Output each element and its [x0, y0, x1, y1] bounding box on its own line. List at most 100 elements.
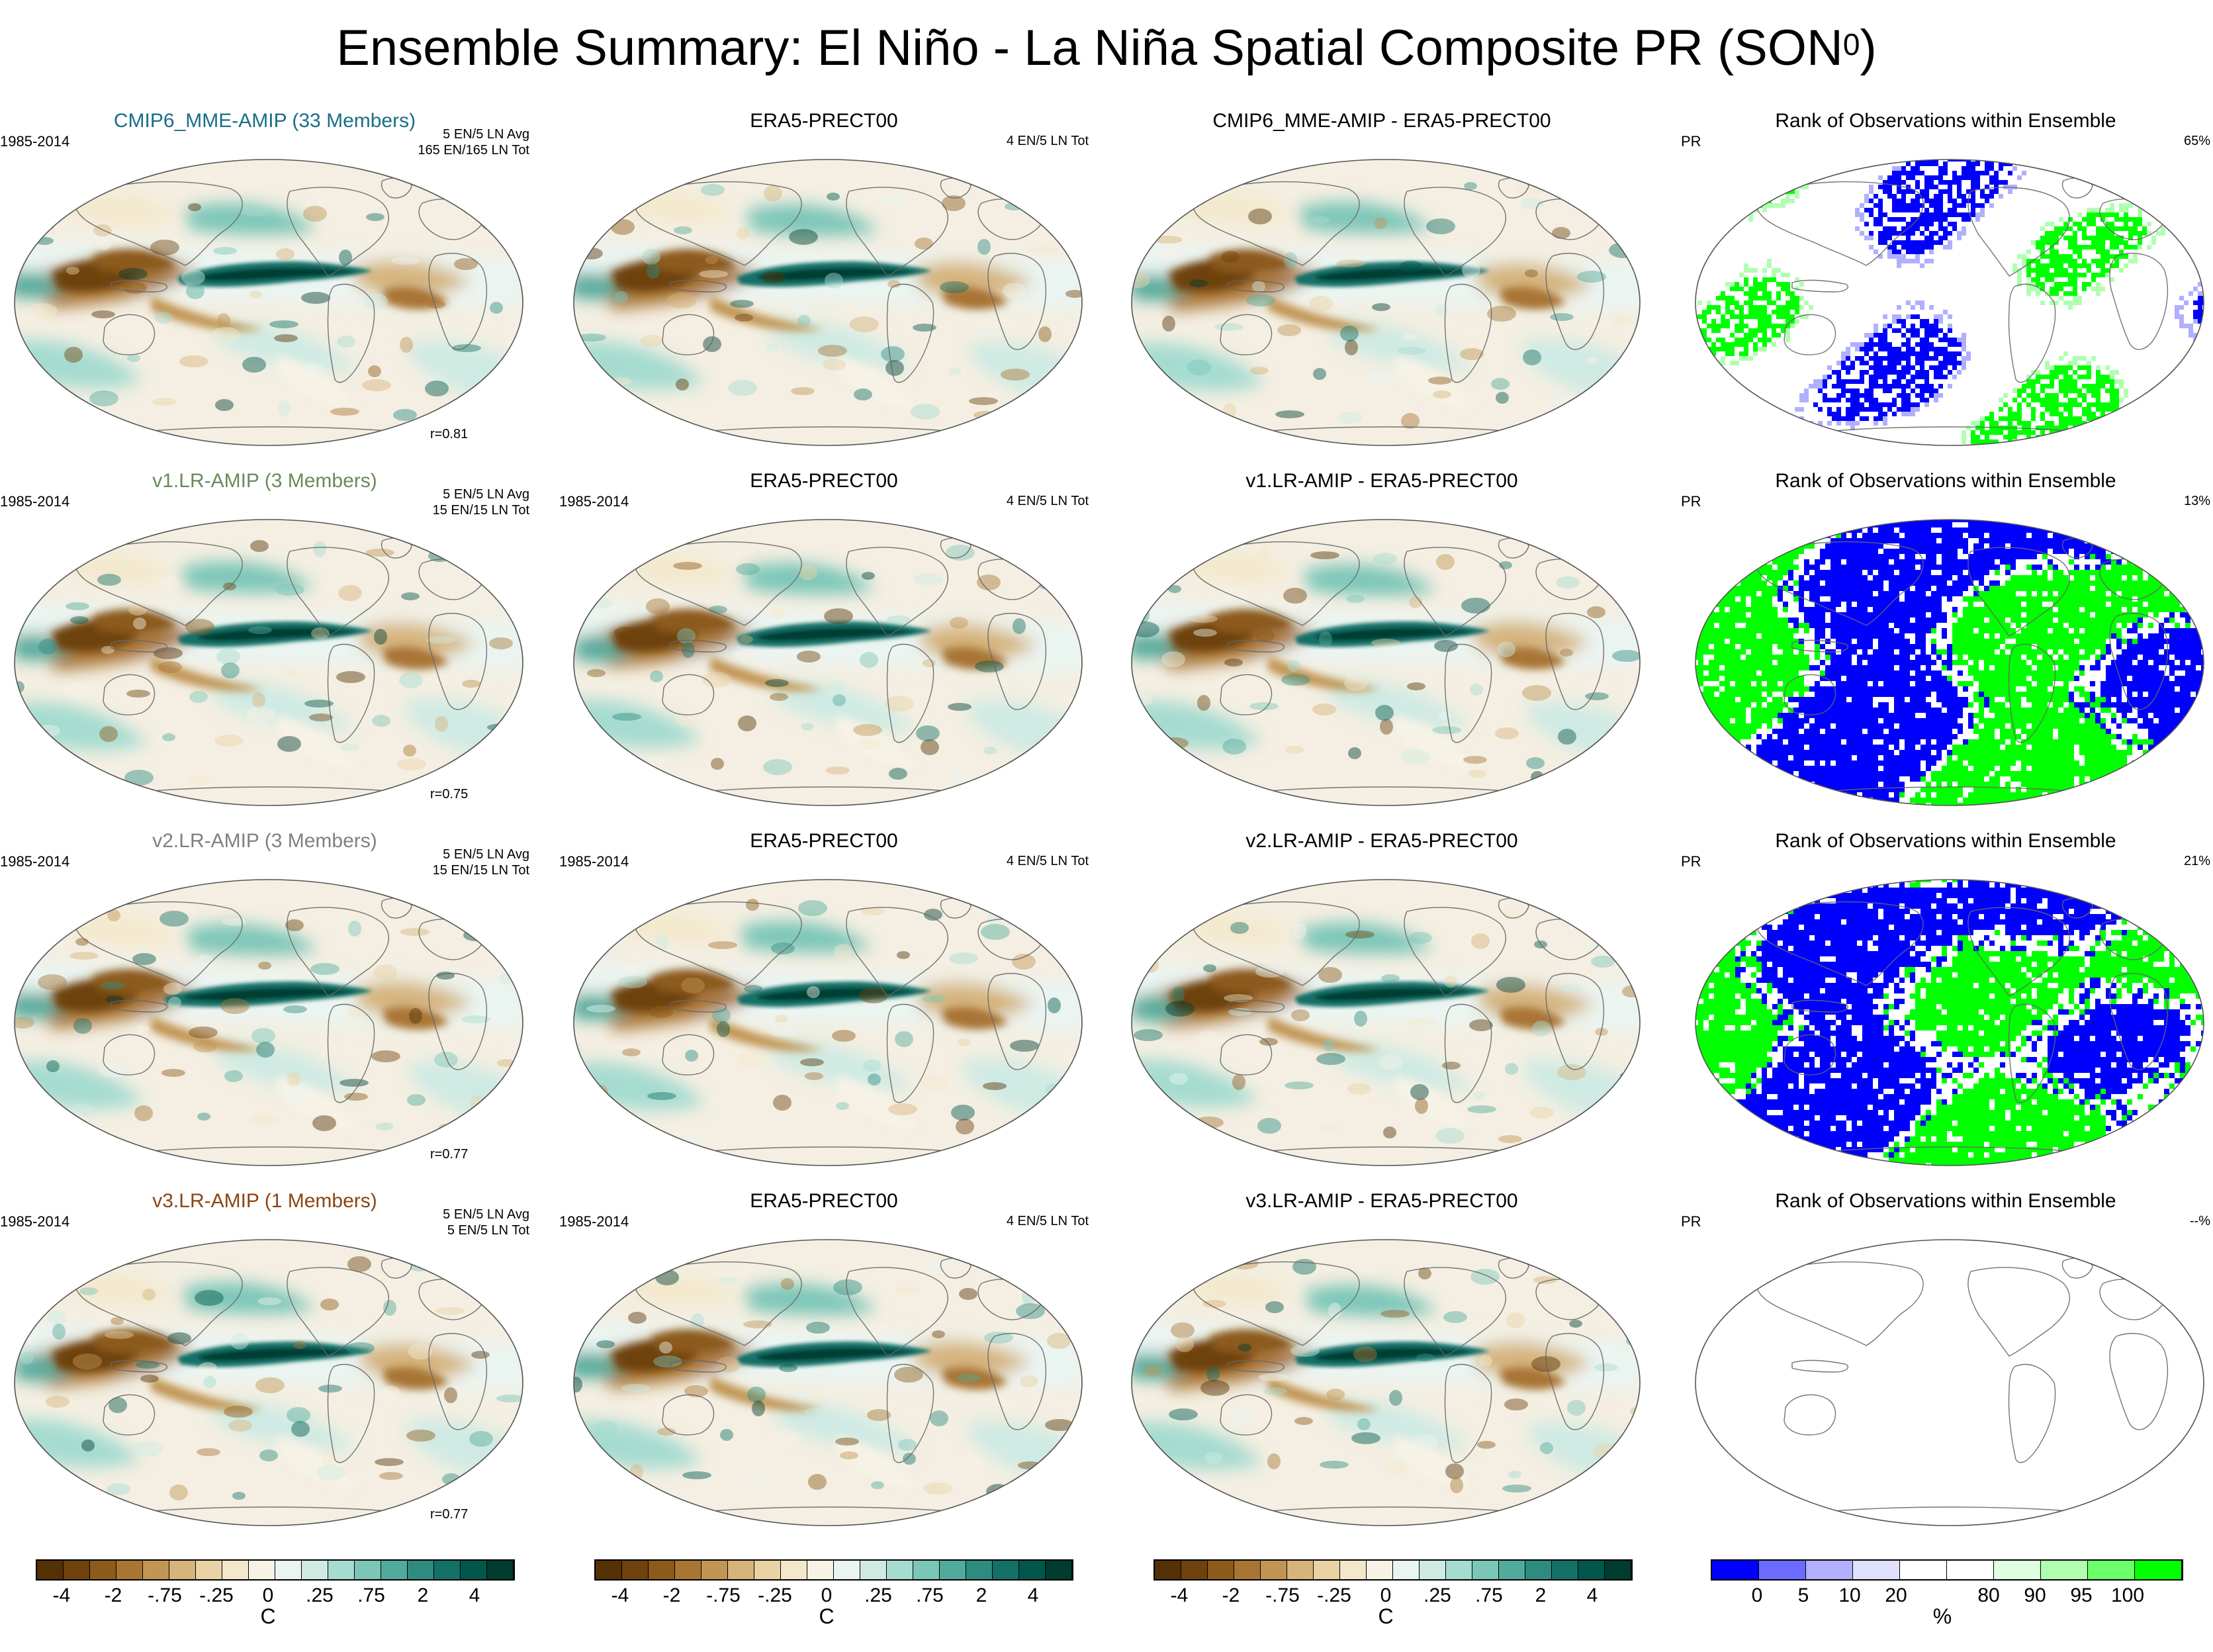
colorbar-tick-label: 90	[2024, 1584, 2046, 1607]
colorbar-tick-label: 0	[821, 1584, 833, 1607]
event-total-label: 4 EN/5 LN Tot	[1007, 853, 1089, 869]
colorbar-swatch	[222, 1561, 249, 1579]
period-label: 1985-2014	[0, 493, 69, 510]
colorbar-swatch	[1340, 1561, 1367, 1579]
colorbar-swatch	[2135, 1561, 2182, 1579]
panel-title: CMIP6_MME-AMIP - ERA5-PRECT00	[1117, 109, 1647, 133]
panel-title: Rank of Observations within Ensemble	[1681, 469, 2210, 493]
map-svg	[1693, 157, 2206, 448]
colorbar-tick-label: 4	[1587, 1584, 1598, 1607]
event-total-label: 15 EN/15 LN Tot	[433, 502, 529, 518]
colorbar-swatch	[1900, 1561, 1947, 1579]
map-obs	[571, 877, 1085, 1168]
colorbar-tick-label: 80	[1977, 1584, 1999, 1607]
colorbar-swatch	[596, 1561, 622, 1579]
colorbar-swatch	[355, 1561, 381, 1579]
panel-title: Rank of Observations within Ensemble	[1681, 109, 2210, 133]
colorbar-unit-label: %	[1933, 1604, 1952, 1629]
colorbar-swatch	[408, 1561, 434, 1579]
colorbar-swatch	[1552, 1561, 1578, 1579]
colorbar-swatch	[966, 1561, 993, 1579]
colorbar-swatch	[143, 1561, 169, 1579]
colorbar-swatch	[328, 1561, 355, 1579]
colorbar-tick-label: 95	[2070, 1584, 2092, 1607]
map-svg	[12, 1237, 525, 1528]
rank-percent-value: --%	[2190, 1213, 2210, 1229]
colorbar-swatch	[1208, 1561, 1234, 1579]
colorbar-swatch	[1994, 1561, 2041, 1579]
colorbar-unit-label: C	[260, 1604, 275, 1629]
event-total-label: 15 EN/15 LN Tot	[433, 862, 529, 878]
colorbar-swatch	[1019, 1561, 1046, 1579]
colorbar-swatch	[807, 1561, 834, 1579]
event-average-label: 5 EN/5 LN Avg	[433, 847, 529, 862]
colorbar-swatch	[169, 1561, 196, 1579]
colorbar-swatch	[116, 1561, 143, 1579]
colorbar-tick-label: 2	[1535, 1584, 1547, 1607]
map-model	[12, 1237, 525, 1528]
colorbar-swatch	[1605, 1561, 1631, 1579]
colorbar-swatch	[1234, 1561, 1261, 1579]
map-model	[12, 517, 525, 808]
colorbar-tick-label: 4	[1028, 1584, 1039, 1607]
colorbar-tick-label: .75	[357, 1584, 385, 1607]
colorbar-swatch	[1314, 1561, 1340, 1579]
variable-label: PR	[1681, 853, 1701, 870]
colorbar-swatches	[1153, 1559, 1633, 1581]
colorbar-swatch	[2088, 1561, 2135, 1579]
panel-title: ERA5-PRECT00	[559, 829, 1089, 853]
period-label: 1985-2014	[559, 1213, 629, 1230]
correlation-label: r=0.81	[430, 427, 468, 442]
colorbar-tick-label: .75	[1475, 1584, 1503, 1607]
colorbar-tick-label: .25	[1423, 1584, 1451, 1607]
colorbar-swatch	[675, 1561, 701, 1579]
colorbar-swatch	[2041, 1561, 2088, 1579]
colorbar-swatch	[754, 1561, 781, 1579]
colorbar-swatch	[1525, 1561, 1552, 1579]
colorbar-tick-label: .25	[864, 1584, 892, 1607]
colorbar-tick-label: -.75	[1265, 1584, 1300, 1607]
map-diff	[1129, 1237, 1643, 1528]
period-label: 1985-2014	[0, 133, 69, 150]
map-svg	[571, 517, 1085, 808]
colorbar-swatch	[37, 1561, 64, 1579]
colorbar-swatch	[1420, 1561, 1446, 1579]
event-count-label: 4 EN/5 LN Tot	[1007, 133, 1089, 149]
panel-title: Rank of Observations within Ensemble	[1681, 829, 2210, 853]
colorbar-tick-label: -2	[1222, 1584, 1240, 1607]
colorbar-tick-label: 10	[1838, 1584, 1860, 1607]
colorbar-swatches	[594, 1559, 1073, 1581]
event-total-label: 4 EN/5 LN Tot	[1007, 133, 1089, 149]
colorbar-swatch	[381, 1561, 408, 1579]
map-rank	[1693, 1237, 2206, 1528]
correlation-label: r=0.77	[430, 1507, 468, 1522]
colorbar-swatch	[64, 1561, 90, 1579]
colorbar-swatch	[1181, 1561, 1208, 1579]
map-model	[12, 157, 525, 448]
colorbar-tick-label: -2	[105, 1584, 122, 1607]
panel-title: v1.LR-AMIP - ERA5-PRECT00	[1117, 469, 1647, 493]
map-diff	[1129, 157, 1643, 448]
colorbar-swatch	[1393, 1561, 1420, 1579]
colorbar-swatch	[1712, 1561, 1759, 1579]
event-average-label: 5 EN/5 LN Avg	[443, 1207, 529, 1222]
map-svg	[1129, 1237, 1643, 1528]
panel-title: Rank of Observations within Ensemble	[1681, 1189, 2210, 1213]
map-svg	[571, 157, 1085, 448]
colorbar-tick-label: 4	[469, 1584, 480, 1607]
map-rank	[1693, 517, 2206, 808]
event-total-label: 5 EN/5 LN Tot	[443, 1222, 529, 1238]
colorbar-swatch	[275, 1561, 302, 1579]
colorbar-swatch	[434, 1561, 461, 1579]
map-rank	[1693, 157, 2206, 448]
colorbar-swatch	[1155, 1561, 1181, 1579]
map-svg	[12, 157, 525, 448]
colorbar-tick-label: .25	[306, 1584, 334, 1607]
colorbar-swatch	[1046, 1561, 1072, 1579]
